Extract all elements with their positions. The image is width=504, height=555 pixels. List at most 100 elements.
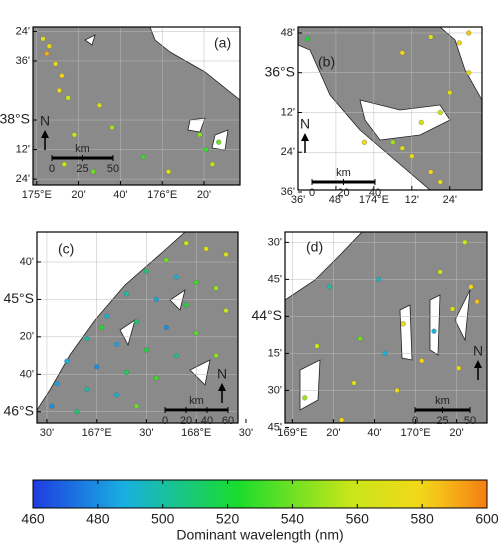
sample-point — [124, 369, 130, 375]
sample-point — [94, 364, 100, 370]
sample-point — [54, 381, 60, 387]
y-tick-label: 24' — [281, 146, 295, 158]
sample-point — [193, 280, 199, 286]
y-tick-label: 46°S — [3, 402, 34, 418]
water — [189, 359, 211, 386]
x-tick-label: 24' — [443, 194, 457, 206]
sample-point — [216, 139, 222, 145]
y-tick-label: 45' — [268, 421, 282, 433]
north-arrow-head — [301, 133, 309, 141]
colorbar-label: Dominant wavelength (nm) — [176, 527, 343, 543]
scale-label: 25 — [76, 163, 88, 175]
sample-point — [61, 161, 67, 167]
sample-point — [163, 257, 169, 263]
sample-point — [339, 417, 345, 423]
sample-point — [203, 147, 209, 153]
sample-point — [468, 284, 474, 290]
scale-label: 20 — [180, 415, 192, 427]
sample-point — [165, 169, 172, 175]
x-tick-label: 170°E — [401, 427, 431, 439]
sample-point — [183, 240, 189, 246]
water — [119, 319, 136, 347]
sample-point — [104, 313, 110, 319]
scale-label: 60 — [222, 415, 234, 427]
panel-frame — [284, 231, 488, 424]
sample-point — [99, 324, 105, 331]
map-panel — [37, 232, 238, 423]
y-tick-label: 12' — [281, 106, 295, 118]
y-tick-label: 30' — [268, 236, 282, 248]
x-tick-label: 48' — [329, 194, 343, 206]
water — [149, 27, 240, 101]
water — [454, 289, 471, 342]
y-tick-label: 20' — [20, 331, 34, 343]
x-tick-label: 20' — [197, 189, 211, 201]
water — [169, 289, 186, 311]
sample-point — [90, 169, 96, 175]
water — [187, 117, 206, 133]
sample-point — [456, 365, 462, 371]
y-tick-label: 36' — [281, 186, 295, 198]
sample-point — [399, 145, 405, 151]
panel-label: (c) — [58, 241, 74, 257]
y-tick-label: 45°S — [3, 290, 34, 306]
y-tick-label: 15' — [268, 347, 282, 359]
sample-point — [213, 353, 219, 359]
sample-point — [223, 251, 229, 258]
colorbar-tick-label: 580 — [410, 511, 434, 527]
x-tick-label: 20' — [326, 427, 340, 439]
sample-point — [114, 392, 120, 398]
sample-point — [53, 61, 59, 67]
water — [298, 44, 431, 190]
colorbar-tick-label: 500 — [151, 511, 175, 527]
sample-point — [447, 90, 453, 96]
sample-point — [193, 330, 199, 336]
x-tick-label: 20' — [449, 427, 463, 439]
water — [37, 232, 186, 411]
sample-point — [140, 154, 146, 160]
sample-point — [400, 321, 406, 327]
scale-unit: km — [336, 167, 351, 179]
sample-point — [46, 43, 52, 49]
water — [211, 129, 229, 151]
scale-label: 50 — [464, 415, 476, 427]
sample-point — [437, 269, 443, 275]
sample-point — [302, 395, 308, 401]
scale-label: 0 — [412, 415, 418, 427]
x-tick-label: 30' — [40, 427, 54, 439]
north-label: N — [40, 113, 50, 129]
sample-point — [431, 328, 437, 334]
sample-point — [456, 40, 462, 46]
scale-label: 50 — [107, 163, 119, 175]
sample-point — [49, 403, 55, 409]
sample-point — [143, 347, 150, 353]
scale-label: 20 — [337, 187, 349, 199]
sample-point — [466, 70, 472, 76]
panel-frame — [32, 26, 241, 186]
north-label: N — [217, 366, 227, 382]
sample-point — [65, 95, 71, 101]
sample-point — [474, 299, 480, 305]
sample-point — [71, 132, 77, 138]
sample-point — [96, 102, 103, 108]
north-arrow-head — [474, 360, 482, 368]
sample-point — [56, 87, 62, 94]
sample-point — [449, 306, 456, 312]
sample-point — [223, 308, 229, 314]
scale-unit: km — [75, 143, 90, 155]
sample-point — [64, 358, 70, 364]
panel-label: (d) — [306, 239, 323, 255]
sample-point — [59, 73, 65, 79]
sample-point — [173, 274, 179, 280]
sample-point — [399, 50, 405, 56]
sample-point — [376, 276, 382, 282]
scale-unit: km — [435, 395, 450, 407]
sample-point — [209, 161, 215, 167]
scale-label: 40 — [369, 187, 381, 199]
sample-point — [314, 343, 320, 349]
x-tick-label: 12' — [405, 194, 419, 206]
north-arrow-head — [218, 383, 226, 391]
panel-frame — [297, 26, 483, 191]
north-arrow-head — [41, 130, 49, 138]
